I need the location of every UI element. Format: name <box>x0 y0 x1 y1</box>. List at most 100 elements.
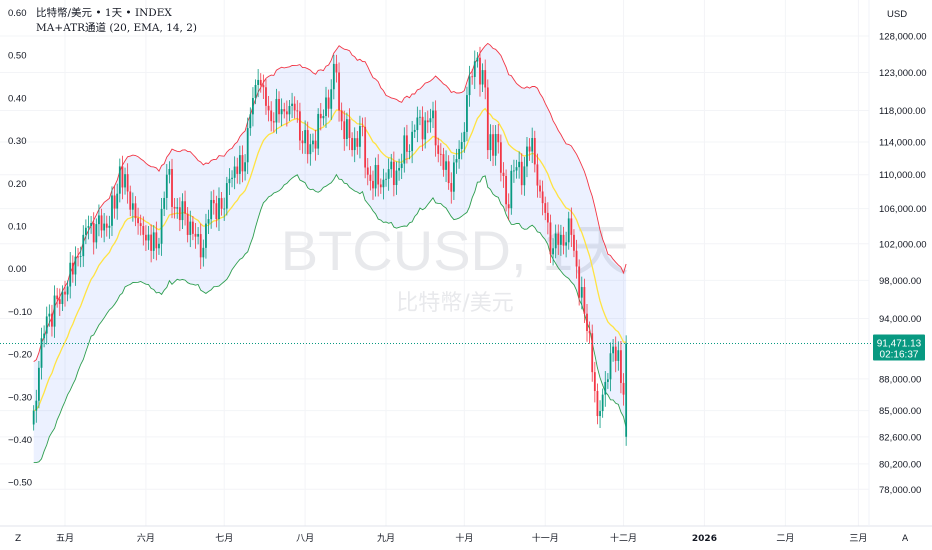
candle <box>327 89 330 118</box>
candle <box>165 164 168 210</box>
currency-label[interactable]: USD <box>887 9 907 20</box>
time-tick: 六月 <box>137 532 155 544</box>
candle <box>176 198 179 219</box>
candle <box>377 154 380 197</box>
candle <box>468 65 471 107</box>
candle <box>372 170 374 200</box>
candle <box>257 69 260 98</box>
channel-fill <box>33 43 627 463</box>
candle <box>280 98 283 127</box>
candle <box>181 193 184 229</box>
candle <box>314 129 317 161</box>
candle <box>306 121 309 164</box>
candle <box>105 215 108 237</box>
candle <box>220 191 223 216</box>
price-tick: 128,000.00 <box>879 32 927 43</box>
left-axis[interactable]: 0.60 0.50 0.40 0.30 0.20 0.10 0.00 −0.10 −0.20 −0… <box>8 8 32 489</box>
candle <box>413 124 416 138</box>
left-tick: 0.30 <box>8 136 27 147</box>
candle <box>586 304 588 342</box>
candle <box>486 79 489 159</box>
time-axis[interactable]: 五月 六月 七月 八月 九月 十月 十一月 十二月 2026 二月 三月 <box>56 532 867 544</box>
price-tick: 110,000.00 <box>879 170 926 181</box>
candle <box>426 110 429 134</box>
candle <box>452 154 455 201</box>
candle <box>567 211 570 250</box>
candle <box>309 133 312 166</box>
candle <box>259 73 262 93</box>
candle <box>48 304 51 327</box>
candle <box>497 123 500 154</box>
candle <box>103 213 106 243</box>
z-button[interactable]: Z <box>15 534 21 544</box>
price-tick: 106,000.00 <box>879 204 927 215</box>
left-tick: 0.20 <box>8 179 27 190</box>
candle <box>69 251 72 299</box>
left-tick: 0.00 <box>8 264 27 275</box>
price-tick: 114,000.00 <box>879 138 926 149</box>
candle <box>71 255 74 283</box>
candle <box>241 145 244 183</box>
candle <box>79 246 82 268</box>
candle <box>455 148 458 174</box>
candle <box>330 79 333 120</box>
candle <box>64 280 66 307</box>
left-tick: −0.10 <box>8 307 32 318</box>
candle <box>411 120 414 164</box>
candle <box>400 153 403 180</box>
candle <box>604 371 607 407</box>
candle <box>126 163 129 204</box>
candle <box>578 259 581 306</box>
candle <box>92 212 95 255</box>
candle <box>262 74 265 99</box>
candle <box>573 229 575 258</box>
candle <box>215 195 218 228</box>
candle <box>434 100 437 157</box>
candle <box>492 125 494 166</box>
symbol-info[interactable]: 比特幣/美元 • 1天 • INDEX <box>36 7 172 19</box>
candle <box>614 336 617 373</box>
candle <box>56 287 59 308</box>
candle <box>184 190 186 226</box>
candle <box>596 383 599 425</box>
candle <box>293 96 296 119</box>
candle <box>231 170 233 188</box>
candle <box>45 306 48 345</box>
candle <box>210 191 213 229</box>
candle <box>620 340 622 394</box>
candle <box>606 373 609 389</box>
price-axis[interactable]: 128,000.00 123,000.00 118,000.00 114,000.00… <box>879 32 927 496</box>
candle <box>108 215 111 239</box>
candle <box>265 79 267 115</box>
candle <box>565 231 568 258</box>
candle <box>366 158 369 186</box>
left-tick: 0.40 <box>8 93 27 104</box>
candle <box>351 132 353 157</box>
candle <box>353 127 356 163</box>
indicator-info[interactable]: MA+ATR通道 (20, EMA, 14, 2) <box>36 22 198 34</box>
candle <box>489 124 492 162</box>
time-tick: 九月 <box>377 533 395 544</box>
price-tick: 98,000.00 <box>879 276 921 287</box>
candle <box>447 155 450 190</box>
candle <box>625 335 628 446</box>
candle <box>471 69 474 85</box>
candle <box>233 156 236 190</box>
candle <box>385 172 387 187</box>
candle <box>599 400 601 429</box>
time-tick: 十二月 <box>610 532 637 544</box>
candle <box>82 225 85 267</box>
auto-scale-button[interactable]: A <box>902 534 909 544</box>
price-tick: 85,000.00 <box>879 406 921 417</box>
candle <box>562 226 565 255</box>
candle <box>40 327 43 380</box>
chart-legend[interactable]: 比特幣/美元 • 1天 • INDEX MA+ATR通道 (20, EMA, 1… <box>36 6 197 36</box>
candle <box>445 150 447 183</box>
candle <box>340 102 343 131</box>
candle <box>134 196 137 227</box>
price-tick: 78,000.00 <box>879 485 921 496</box>
candle <box>520 153 523 195</box>
candle <box>267 95 270 122</box>
candle <box>236 157 239 184</box>
